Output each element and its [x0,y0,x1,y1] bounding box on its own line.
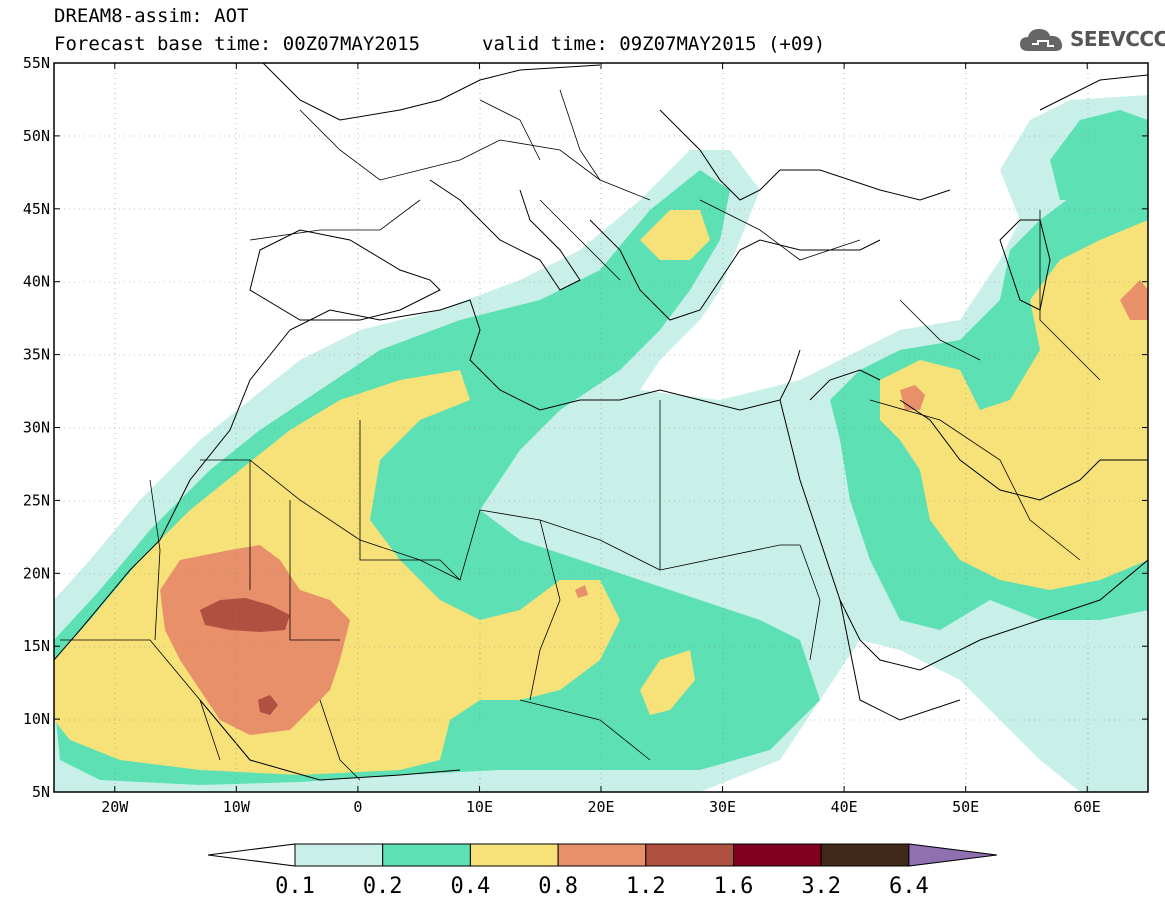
colorbar-label: 1.2 [626,874,666,899]
aot-band-0.8 [160,280,1148,735]
lon-tick-label: 60E [1074,798,1101,816]
lon-tick-label: 20E [587,798,614,816]
lon-tick-label: 30E [709,798,736,816]
colorbar-label: 1.6 [714,874,754,899]
colorbar-label: 0.4 [451,874,491,899]
lat-tick-label: 5N [32,783,50,801]
lat-tick-label: 35N [23,346,50,364]
lat-tick-label: 50N [23,127,50,145]
lon-tick-label: 20W [101,798,129,816]
lat-tick-label: 45N [23,200,50,218]
lon-tick-label: 40E [831,798,858,816]
colorbar-arrow-low [207,843,296,867]
colorbar-swatch [382,843,471,867]
aot-band-1.2 [200,598,290,715]
forecast-base-time: Forecast base time: 00Z07MAY2015 [54,33,421,55]
colorbar-arrow-high [908,843,997,867]
lat-tick-label: 20N [23,564,50,582]
valid-time: valid time: 09Z07MAY2015 (+09) [482,33,826,55]
lon-tick-label: 0 [353,798,362,816]
colorbar-label: 6.4 [889,874,929,899]
colorbar-swatch [294,843,384,867]
country-borders [60,89,1101,781]
coastlines [54,63,1148,781]
colorbar-swatch [469,843,559,867]
cloud-icon [1020,29,1063,51]
lon-tick-label: 10W [223,798,251,816]
lat-tick-label: 55N [23,54,50,72]
lat-tick-label: 40N [23,273,50,291]
lat-tick-label: 25N [23,491,50,509]
lat-tick-label: 30N [23,419,50,437]
seevccc-logo: SEEVCCC [1018,24,1165,54]
lat-tick-label: 10N [23,710,50,728]
lat-tick-label: 15N [23,637,50,655]
lon-tick-label: 50E [952,798,979,816]
logo-text: SEEVCCC [1070,27,1165,51]
colorbar-label: 0.2 [363,874,403,899]
colorbar-swatch [557,843,647,867]
axis-ticks [54,62,1148,793]
latitude-labels: 55N 50N 45N 40N 35N 30N 25N 20N 15N 10N 5N [23,54,50,801]
colorbar-label: 3.2 [801,874,841,899]
map-title: DREAM8-assim: AOT [54,5,249,27]
colorbar-swatch [820,843,910,867]
colorbar-labels: 0.1 0.2 0.4 0.8 1.2 1.6 3.2 6.4 [275,874,929,899]
lon-tick-label: 10E [466,798,493,816]
colorbar-swatch [645,843,734,867]
colorbar-label: 0.8 [538,874,578,899]
colorbar-label: 0.1 [275,874,315,899]
colorbar-swatch [733,843,822,867]
longitude-labels: 20W 10W 0 10E 20E 30E 40E 50E 60E [101,798,1101,816]
colorbar [207,843,997,867]
